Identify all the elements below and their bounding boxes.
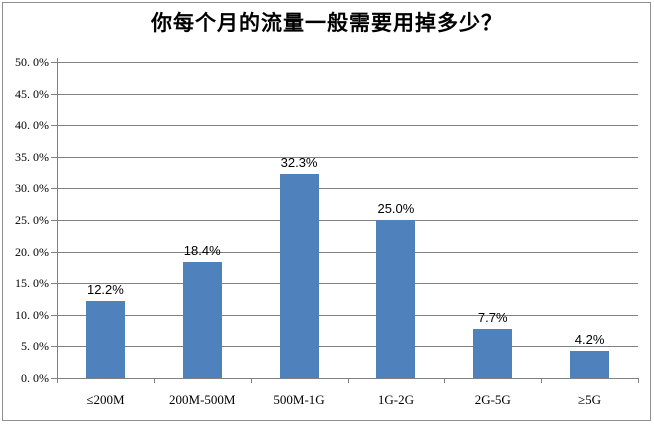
y-tick-label: 30. 0% [15, 181, 49, 196]
x-category-label: 2G-5G [474, 392, 511, 407]
gridline [57, 62, 638, 63]
y-axis-tick [51, 378, 57, 379]
y-axis-tick [51, 93, 57, 95]
bar-value-label: 12.2% [86, 281, 124, 297]
gridline [57, 314, 638, 316]
bar [85, 300, 125, 378]
y-axis-tick [51, 220, 57, 221]
chart-title: 你每个月的流量一般需要用掉多少？ [151, 12, 503, 35]
y-axis-line [57, 58, 58, 378]
plot-area: 0. 0% 5. 0% 10. 0% 15. 0% 20. 0% 25. 0% 30. 0%… [15, 55, 639, 407]
bar [473, 329, 513, 378]
y-axis-tick [51, 251, 57, 253]
x-axis-tick [153, 378, 155, 383]
y-tick-label: 20. 0% [15, 244, 49, 259]
y-tick-label: 45. 0% [15, 86, 49, 101]
x-axis-tick [444, 378, 446, 383]
y-tick-label: 10. 0% [15, 307, 49, 322]
x-category-label: ≥5G [578, 392, 602, 407]
gridline [57, 93, 638, 95]
x-axis-tick [638, 378, 639, 383]
gridline [57, 125, 638, 127]
bar-value-label: 7.7% [477, 310, 508, 326]
y-tick-label: 35. 0% [15, 149, 49, 164]
x-axis-tick [347, 378, 349, 383]
y-axis-tick [51, 283, 57, 285]
x-axis-tick [250, 378, 252, 383]
bar-value-label: 32.3% [280, 154, 318, 170]
gridline [57, 251, 638, 253]
bar-value-label: 18.4% [183, 242, 221, 258]
x-category-label: 200M-500M [169, 392, 236, 407]
bar-value-label: 25.0% [377, 201, 415, 216]
gridline [57, 346, 638, 348]
gridline [57, 283, 638, 285]
y-tick-label: 5. 0% [21, 339, 49, 354]
bar [182, 261, 222, 378]
x-category-label: 1G-2G [377, 392, 414, 407]
x-category-label: 500M-1G [273, 392, 325, 407]
gridline [57, 188, 638, 190]
gridline [57, 156, 638, 158]
x-category-label: ≤200M [86, 392, 125, 407]
x-axis-tick [57, 378, 58, 383]
bar-value-label: 4.2% [574, 332, 605, 348]
y-tick-label: 40. 0% [15, 118, 49, 133]
y-axis-tick [51, 62, 57, 63]
bar [376, 220, 416, 378]
y-tick-label: 15. 0% [15, 276, 49, 291]
y-tick-label: 25. 0% [15, 213, 49, 227]
y-axis-tick [51, 125, 57, 127]
y-tick-label: 0. 0% [21, 371, 49, 385]
y-axis-tick [51, 346, 57, 348]
y-tick-label: 50. 0% [15, 55, 49, 69]
x-axis-tick [541, 378, 543, 383]
bar [279, 173, 319, 378]
bar [570, 351, 610, 378]
gridline [57, 220, 638, 221]
y-axis-tick [51, 314, 57, 316]
y-axis-tick [51, 156, 57, 158]
y-axis-tick [51, 188, 57, 190]
